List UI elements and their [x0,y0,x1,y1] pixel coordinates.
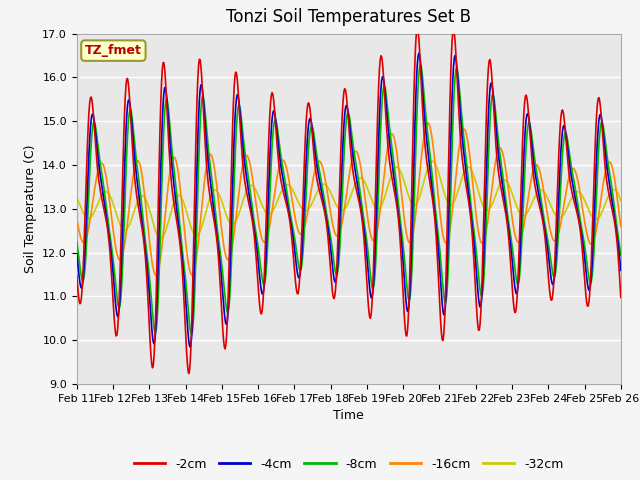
Text: TZ_fmet: TZ_fmet [85,44,142,57]
Y-axis label: Soil Temperature (C): Soil Temperature (C) [24,144,36,273]
X-axis label: Time: Time [333,409,364,422]
Legend: -2cm, -4cm, -8cm, -16cm, -32cm: -2cm, -4cm, -8cm, -16cm, -32cm [129,453,568,476]
Title: Tonzi Soil Temperatures Set B: Tonzi Soil Temperatures Set B [227,9,471,26]
